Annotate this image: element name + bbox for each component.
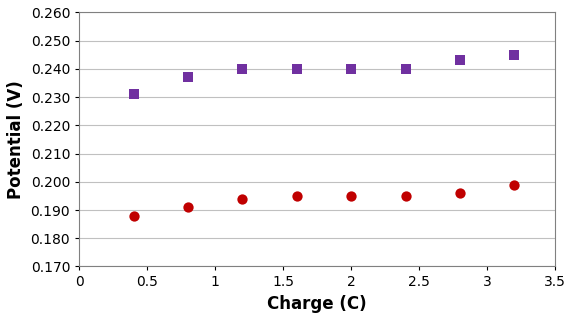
Point xyxy=(129,213,138,218)
Point xyxy=(401,193,410,198)
Point xyxy=(292,66,301,71)
Point xyxy=(347,193,356,198)
X-axis label: Charge (C): Charge (C) xyxy=(268,295,367,313)
Point xyxy=(510,182,519,187)
Point xyxy=(238,66,247,71)
Point xyxy=(347,66,356,71)
Point xyxy=(183,75,193,80)
Point xyxy=(292,193,301,198)
Point xyxy=(456,58,465,63)
Point xyxy=(129,92,138,97)
Point xyxy=(510,52,519,57)
Y-axis label: Potential (V): Potential (V) xyxy=(7,80,25,199)
Point xyxy=(183,204,193,210)
Point xyxy=(401,66,410,71)
Point xyxy=(238,196,247,201)
Point xyxy=(456,190,465,196)
